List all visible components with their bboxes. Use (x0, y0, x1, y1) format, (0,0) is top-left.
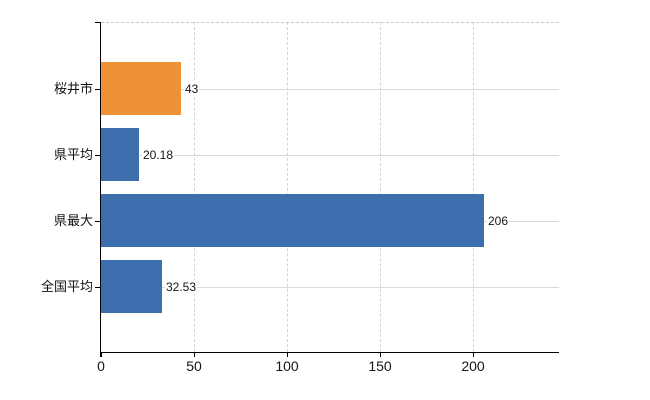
x-tick-label: 0 (97, 358, 105, 374)
plot-area: 43 20.18 206 32.53 (101, 22, 559, 352)
x-tick-label: 100 (275, 358, 299, 374)
category-axis-tick (95, 221, 101, 222)
vertical-gridline (287, 22, 288, 352)
bar (101, 62, 181, 115)
vertical-gridline (194, 22, 195, 352)
bar-value-label: 32.53 (165, 280, 198, 294)
bar (101, 194, 484, 247)
x-axis-tick (287, 353, 288, 357)
x-axis-tick (380, 353, 381, 357)
y-axis-line (100, 22, 101, 357)
category-axis-tick (95, 22, 101, 23)
category-label: 全国平均 (40, 279, 93, 294)
bar-value-label: 206 (487, 214, 510, 228)
category-label: 桜井市 (53, 81, 93, 96)
x-axis-tick (194, 353, 195, 357)
category-axis-tick (95, 89, 101, 90)
category-label: 県平均 (53, 147, 93, 162)
vertical-gridline (473, 22, 474, 352)
x-axis-tick (473, 353, 474, 357)
vertical-gridline (380, 22, 381, 352)
category-label: 県最大 (53, 213, 93, 228)
x-tick-label: 50 (186, 358, 202, 374)
bar (101, 128, 139, 181)
bar-value-label: 20.18 (142, 148, 175, 162)
bar (101, 260, 162, 313)
x-tick-label: 200 (461, 358, 485, 374)
category-axis-tick (95, 287, 101, 288)
horizontal-gridline (101, 89, 559, 90)
plot-top-border (101, 22, 559, 23)
horizontal-gridline (101, 155, 559, 156)
bar-value-label: 43 (184, 82, 200, 96)
x-axis-line (100, 352, 559, 353)
x-tick-label: 150 (368, 358, 392, 374)
category-axis-tick (95, 155, 101, 156)
horizontal-gridline (101, 287, 559, 288)
x-axis-tick (101, 353, 102, 357)
